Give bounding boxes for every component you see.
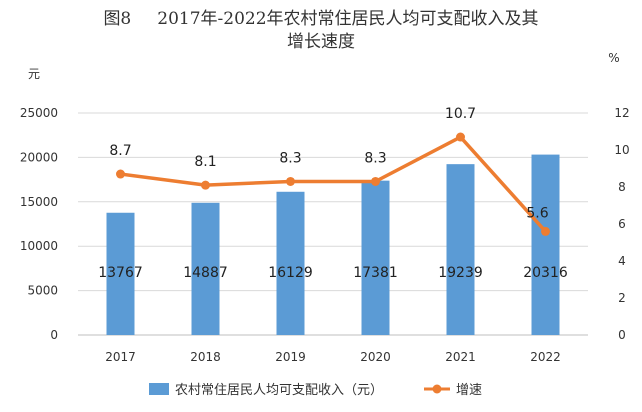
right-tick-label: 2 [618, 291, 626, 305]
growth-point [456, 132, 465, 142]
left-tick-label: 5000 [27, 284, 58, 298]
x-tick-label: 2017 [105, 350, 136, 364]
growth-point [201, 180, 210, 190]
right-tick-label: 10 [614, 143, 629, 157]
growth-value-label: 5.6 [526, 205, 548, 221]
growth-line [120, 135, 547, 233]
x-tick-label: 2020 [360, 350, 391, 364]
bar-value-label: 13767 [98, 265, 143, 281]
bar [361, 180, 390, 335]
legend: 农村常住居民人均可支配收入（元） 增速 [149, 383, 482, 398]
legend-line-label: 增速 [456, 383, 482, 398]
bar-value-label: 17381 [353, 265, 398, 281]
bar-value-label: 19239 [438, 265, 483, 281]
x-tick-label: 2019 [275, 350, 306, 364]
growth-point [286, 176, 295, 186]
right-tick-label: 8 [618, 180, 626, 194]
x-tick-label: 2022 [530, 350, 561, 364]
title-line-2: 增长速度 [287, 32, 355, 52]
legend-bar-swatch [149, 383, 169, 395]
gridlines [78, 112, 588, 336]
growth-line-series [116, 132, 550, 236]
bar-value-label: 14887 [183, 265, 228, 281]
bar [446, 164, 475, 335]
bar [191, 202, 220, 335]
right-unit-label: % [608, 51, 619, 65]
growth-value-label: 8.3 [364, 150, 386, 166]
x-axis: 2017 2018 2019 2020 2021 2022 [78, 334, 588, 364]
growth-point [116, 169, 125, 179]
title-line-1: 图8 2017年-2022年农村常住居民人均可支配收入及其 [0, 8, 642, 31]
x-tick-label: 2021 [445, 350, 476, 364]
bar-value-label: 20316 [523, 265, 568, 281]
bar-series [106, 154, 560, 335]
left-tick-label: 15000 [20, 195, 58, 209]
right-tick-label: 6 [618, 217, 626, 231]
chart-title: 图8 2017年-2022年农村常住居民人均可支配收入及其 增长速度 [0, 8, 642, 54]
growth-value-labels: 8.7 8.1 8.3 8.3 10.7 5.6 [109, 106, 548, 221]
left-y-axis: 0 5000 10000 15000 20000 25000 [20, 106, 58, 342]
left-unit-label: 元 [28, 67, 40, 81]
right-tick-label: 12 [614, 106, 629, 120]
x-tick-label: 2018 [190, 350, 221, 364]
growth-value-label: 8.7 [109, 143, 131, 159]
figure-number: 图8 [103, 9, 132, 29]
left-tick-label: 10000 [20, 239, 58, 253]
bar [106, 212, 135, 335]
growth-point [541, 226, 550, 236]
legend-bar-label: 农村常住居民人均可支配收入（元） [175, 383, 383, 398]
right-y-axis: 0 2 4 6 8 10 12 [614, 106, 629, 342]
bar [531, 154, 560, 335]
title-text-1: 2017年-2022年农村常住居民人均可支配收入及其 [157, 9, 539, 29]
right-tick-label: 4 [618, 254, 626, 268]
growth-value-label: 8.1 [194, 154, 216, 170]
left-tick-label: 0 [50, 328, 58, 342]
bar-value-labels: 13767 14887 16129 17381 19239 20316 [98, 265, 568, 281]
left-tick-label: 20000 [20, 150, 58, 164]
legend-line-marker [432, 384, 442, 394]
bar [276, 191, 305, 335]
growth-value-label: 10.7 [445, 106, 476, 122]
growth-value-label: 8.3 [279, 150, 301, 166]
right-tick-label: 0 [618, 328, 626, 342]
left-tick-label: 25000 [20, 106, 58, 120]
growth-point [371, 176, 380, 186]
bar-value-label: 16129 [268, 265, 313, 281]
